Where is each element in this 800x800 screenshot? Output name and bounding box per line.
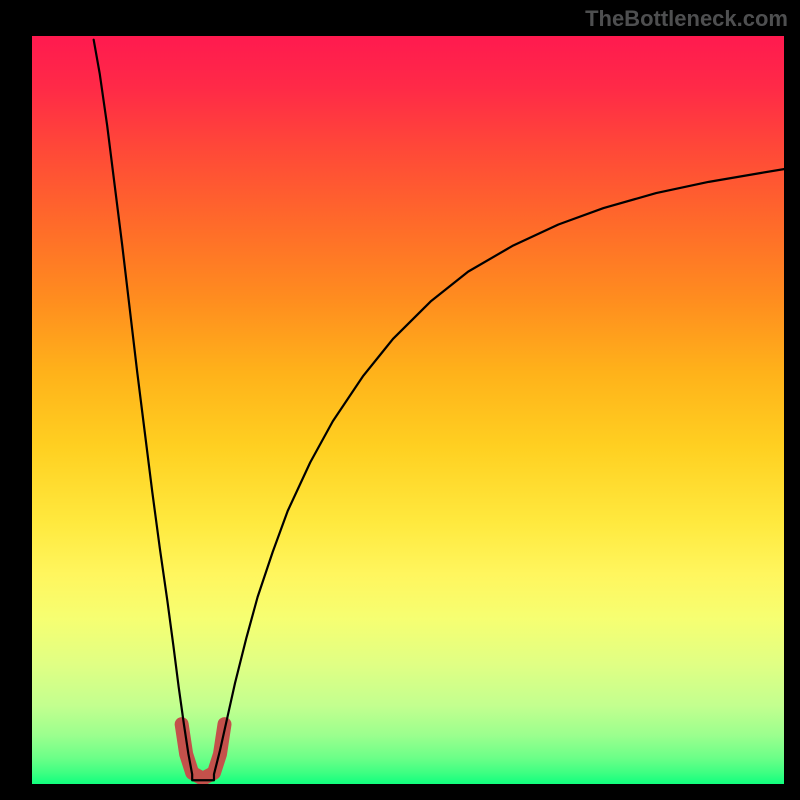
- plot-area: [32, 36, 784, 784]
- figure-root: TheBottleneck.com: [0, 0, 800, 800]
- watermark-text: TheBottleneck.com: [585, 6, 788, 32]
- plot-background: [32, 36, 784, 784]
- plot-svg: [32, 36, 784, 784]
